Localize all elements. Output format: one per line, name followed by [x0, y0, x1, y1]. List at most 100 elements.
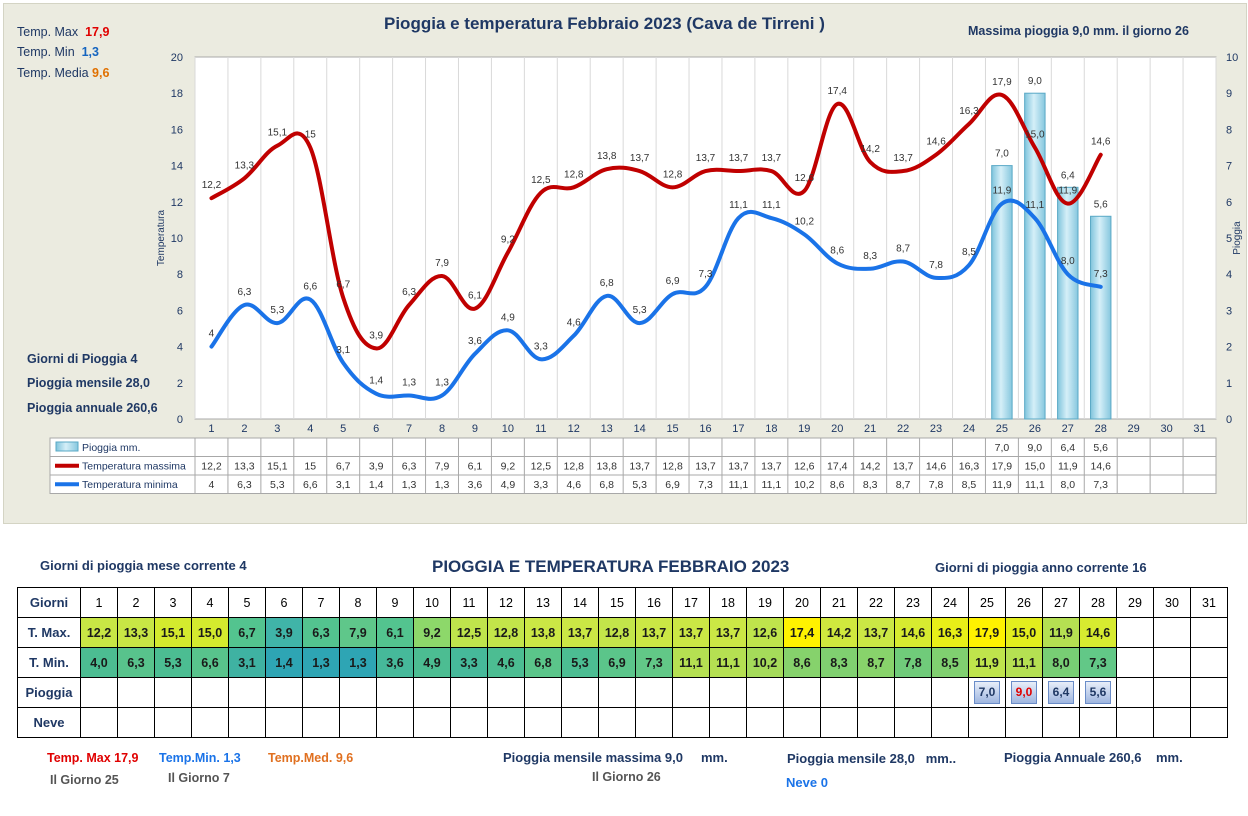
- y-tick-label: 20: [171, 52, 183, 64]
- data-table-cell: 15: [304, 461, 316, 473]
- data-table-cell: 3,6: [468, 479, 483, 491]
- snow-cell: [413, 707, 451, 738]
- x-tick-label: 30: [1160, 423, 1172, 435]
- day-header: 3: [154, 587, 192, 618]
- rain-cell: [709, 677, 747, 708]
- data-table-cell: 14,6: [926, 461, 947, 473]
- x-tick-label: 6: [373, 423, 379, 435]
- rain-cell: [117, 677, 155, 708]
- rain-cell: [228, 677, 266, 708]
- y-tick-label: 4: [177, 342, 183, 354]
- rain-cell: [80, 677, 118, 708]
- snow-cell: [783, 707, 821, 738]
- rain-data-label: 6,4: [1061, 170, 1075, 181]
- footer-pioggia-annuale: Pioggia Annuale 260,6 mm.: [1004, 750, 1183, 765]
- data-table-cell: 8,3: [863, 479, 878, 491]
- data-table-cell: 10,2: [794, 479, 815, 491]
- rain-cell: [450, 677, 488, 708]
- y2-tick-label: 4: [1226, 269, 1232, 281]
- rain-bar: [991, 165, 1013, 420]
- tmax-cell: 3,9: [265, 617, 303, 648]
- tmin-cell: 3,6: [376, 647, 414, 678]
- tmin-data-label: 8,3: [863, 251, 877, 262]
- y-tick-label: 2: [177, 378, 183, 390]
- data-table-cell: 6,3: [237, 479, 252, 491]
- footer-pioggia-max: Pioggia mensile massima 9,0 mm.: [503, 750, 728, 765]
- data-table-cell: 1,4: [369, 479, 384, 491]
- y2-tick-label: 8: [1226, 124, 1232, 136]
- tmin-line: [209, 198, 1103, 401]
- snow-cell: [1079, 707, 1117, 738]
- tmax-data-label: 13,7: [696, 153, 716, 164]
- rain-cell: [894, 677, 932, 708]
- tmin-cell: 11,1: [672, 647, 710, 678]
- tmin-cell: 8,3: [820, 647, 858, 678]
- tmin-data-label: 1,4: [369, 376, 383, 387]
- day-header: 13: [524, 587, 562, 618]
- data-table-cell: 13,8: [596, 461, 617, 473]
- snow-cell: [894, 707, 932, 738]
- data-table-cell: 11,1: [729, 479, 749, 491]
- x-tick-label: 5: [340, 423, 346, 435]
- rain-value: 9,0: [1011, 681, 1037, 704]
- day-header: 31: [1190, 587, 1228, 618]
- x-tick-label: 29: [1128, 423, 1140, 435]
- day-header: 25: [968, 587, 1006, 618]
- data-table-cell: 13,7: [695, 461, 716, 473]
- day-header: 14: [561, 587, 599, 618]
- tmax-cell: 14,2: [820, 617, 858, 648]
- y-axis-label: Temperatura: [156, 209, 167, 266]
- data-table-cell: 11,9: [1058, 461, 1078, 473]
- tmax-data-label: 14,6: [1091, 137, 1111, 148]
- tmin-cell: [1153, 647, 1191, 678]
- tmax-cell: 13,3: [117, 617, 155, 648]
- tmin-cell: 11,9: [968, 647, 1006, 678]
- rain-cell: 5,6: [1079, 677, 1117, 708]
- tmax-cell: 12,8: [598, 617, 636, 648]
- x-tick-label: 25: [996, 423, 1008, 435]
- day-header: 30: [1153, 587, 1191, 618]
- snow-cell: [228, 707, 266, 738]
- y-tick-label: 18: [171, 88, 183, 100]
- rain-cell: [746, 677, 784, 708]
- snow-cell: [265, 707, 303, 738]
- snow-cell: [635, 707, 673, 738]
- tmin-data-label: 8,0: [1061, 256, 1075, 267]
- rain-data-label: 5,6: [1094, 199, 1108, 210]
- x-tick-label: 11: [535, 423, 546, 435]
- x-tick-label: 17: [732, 423, 744, 435]
- day-header: 18: [709, 587, 747, 618]
- day-header: 21: [820, 587, 858, 618]
- y-tick-label: 0: [177, 414, 183, 426]
- tmin-cell: 8,5: [931, 647, 969, 678]
- data-table-cell: 12,6: [794, 461, 815, 473]
- y2-tick-label: 7: [1226, 161, 1232, 173]
- rain-value: 5,6: [1085, 681, 1111, 704]
- day-header: 8: [339, 587, 377, 618]
- tmax-cell: 15,0: [191, 617, 229, 648]
- chart-svg: 02468101214161820012345678910Temperatura…: [49, 52, 1243, 494]
- tmax-cell: 16,3: [931, 617, 969, 648]
- y2-tick-label: 5: [1226, 233, 1232, 245]
- tmax-data-label: 12,8: [663, 169, 683, 180]
- data-table-cell: 15,0: [1025, 461, 1046, 473]
- tmax-data-label: 12,5: [531, 175, 551, 186]
- y2-axis-label: Pioggia: [1232, 221, 1243, 255]
- data-table-cell: 5,6: [1093, 442, 1108, 454]
- x-tick-label: 13: [601, 423, 613, 435]
- summary-tmed: Temp. Media 9,6: [17, 66, 110, 80]
- y-tick-label: 6: [177, 305, 183, 317]
- legend-label: Pioggia mm.: [82, 442, 140, 454]
- tmin-cell: 4,9: [413, 647, 451, 678]
- tmax-cell: 11,9: [1042, 617, 1080, 648]
- tmax-cell: 12,2: [80, 617, 118, 648]
- data-table-cell: 3,1: [336, 479, 351, 491]
- data-table-cell: 6,9: [665, 479, 680, 491]
- y2-tick-label: 6: [1226, 197, 1232, 209]
- tmin-cell: 1,3: [339, 647, 377, 678]
- tmax-cell: [1190, 617, 1228, 648]
- tmax-data-label: 15,1: [268, 128, 288, 139]
- tmin-data-label: 5,3: [633, 305, 647, 316]
- tmin-cell: 1,4: [265, 647, 303, 678]
- snow-cell: [709, 707, 747, 738]
